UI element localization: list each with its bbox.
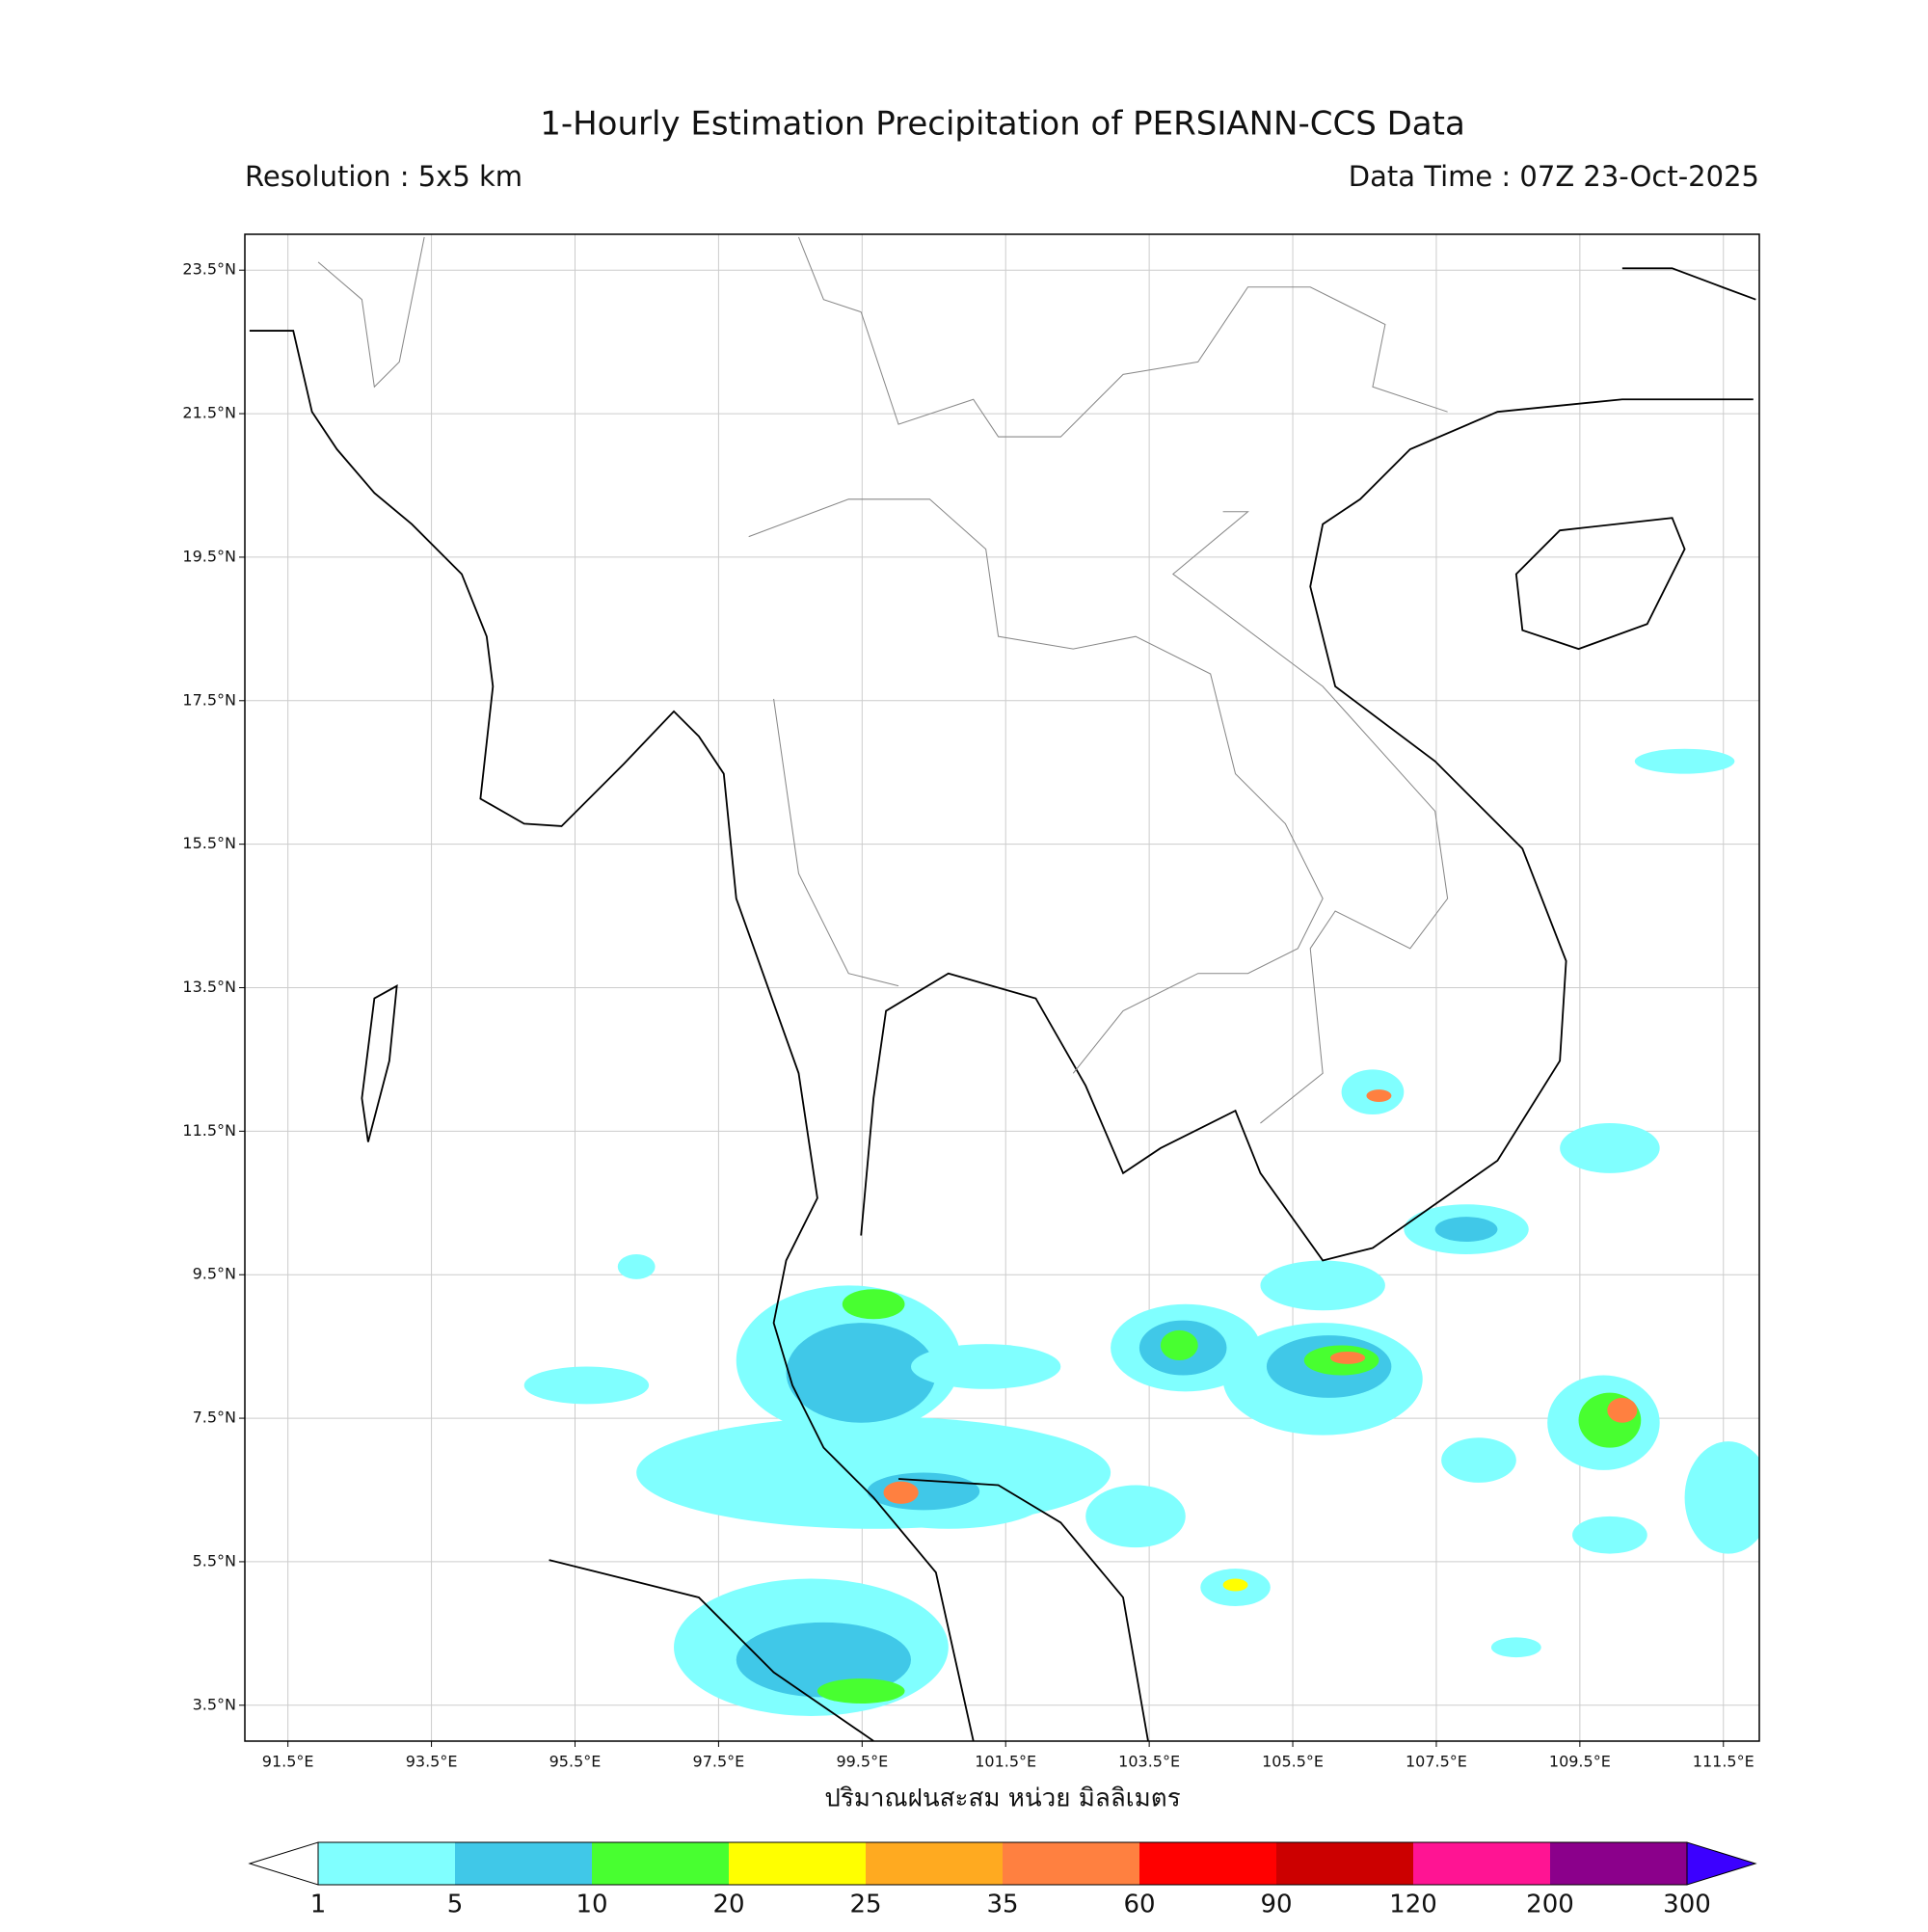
rain-area (817, 1678, 905, 1704)
colorbar-tick-label: 20 (712, 1891, 744, 1919)
rain-area (1366, 1089, 1392, 1103)
rain-area (1434, 1217, 1498, 1243)
colorbar-tick-label: 5 (447, 1891, 464, 1919)
colorbar-label: ปริมาณฝนสะสม หน่วย มิลลิเมตร (824, 1784, 1180, 1813)
rain-area (1560, 1123, 1660, 1173)
rain-area (1329, 1351, 1366, 1364)
x-tick-label: 105.5°E (1262, 1753, 1324, 1771)
rain-area (842, 1289, 905, 1320)
colorbar-segment (1413, 1842, 1551, 1885)
rain-area (883, 1481, 919, 1504)
rain-area (1490, 1637, 1541, 1658)
rain-area (1441, 1437, 1516, 1483)
colorbar-over (1686, 1841, 1757, 1886)
colorbar-tick-label: 60 (1123, 1891, 1155, 1919)
colorbar-tick-label: 90 (1260, 1891, 1292, 1919)
coastline (1621, 267, 1756, 301)
title: 1-Hourly Estimation Precipitation of PER… (540, 105, 1465, 144)
rain-area (1260, 1260, 1385, 1311)
y-tick-label: 11.5°N (182, 1121, 236, 1140)
coastline (249, 330, 975, 1741)
y-tick-label: 7.5°N (193, 1409, 236, 1427)
colorbar: 1 5 10 20 25 35 60 90 120 200 300 (248, 1841, 1757, 1919)
x-tick-label: 103.5°E (1118, 1753, 1180, 1771)
border (317, 236, 1449, 1124)
coastline (549, 1559, 874, 1741)
grid (245, 234, 1759, 1741)
y-tick-label: 23.5°N (182, 260, 236, 279)
colorbar-segment (1550, 1842, 1688, 1885)
rain-area (617, 1253, 656, 1279)
colorbar-tick-label: 120 (1389, 1891, 1437, 1919)
colorbar-tick-label: 300 (1663, 1891, 1711, 1919)
colorbar-segment (729, 1842, 867, 1885)
colorbar-tick-label: 10 (576, 1891, 607, 1919)
x-tick-label: 97.5°E (693, 1753, 745, 1771)
rain-area (1634, 748, 1735, 774)
x-tick-label: 109.5°E (1549, 1753, 1611, 1771)
rain-area (736, 1622, 911, 1698)
x-tick-label: 91.5°E (262, 1753, 314, 1771)
island (1514, 517, 1686, 651)
colorbar-tick-label: 25 (849, 1891, 881, 1919)
coastline (897, 1478, 1149, 1741)
island (361, 984, 398, 1142)
x-tick-label: 101.5°E (975, 1753, 1036, 1771)
rain-area (1160, 1329, 1198, 1361)
rain-area (910, 1344, 1061, 1389)
y-tick-label: 5.5°N (193, 1551, 236, 1570)
colorbar-segment (592, 1842, 730, 1885)
x-tick-label: 93.5°E (406, 1753, 458, 1771)
y-tick-label: 3.5°N (193, 1695, 236, 1713)
y-tick-label: 13.5°N (182, 978, 236, 996)
colorbar-tick-label: 35 (986, 1891, 1018, 1919)
rain-area (786, 1323, 936, 1423)
colorbar-segment (1003, 1842, 1140, 1885)
border (748, 498, 1324, 1074)
colorbar-tick-label: 200 (1526, 1891, 1574, 1919)
colorbar-segment (455, 1842, 593, 1885)
x-tick-label: 111.5°E (1693, 1753, 1754, 1771)
rain-area (1222, 1578, 1248, 1592)
x-tick-label: 107.5°E (1406, 1753, 1467, 1771)
rain-area (1572, 1516, 1647, 1554)
resolution: Resolution : 5x5 km (245, 160, 522, 193)
y-tick-label: 17.5°N (182, 690, 236, 709)
data-time: Data Time : 07Z 23-Oct-2025 (1349, 160, 1759, 193)
y-tick-label: 15.5°N (182, 834, 236, 852)
colorbar-segment (318, 1842, 456, 1885)
colorbar-segment (1276, 1842, 1414, 1885)
y-tick-label: 19.5°N (182, 547, 236, 565)
x-tick-label: 95.5°E (549, 1753, 602, 1771)
border (797, 236, 1448, 438)
colorbar-segment (1139, 1842, 1277, 1885)
rain-area (1684, 1441, 1759, 1554)
x-tick-label: 99.5°E (836, 1753, 888, 1771)
map-drawing (249, 236, 1759, 1741)
rain-area (523, 1366, 650, 1405)
coastline (860, 398, 1754, 1262)
colorbar-tick-label: 1 (310, 1891, 327, 1919)
map-area (249, 236, 1759, 1741)
y-tick-label: 9.5°N (193, 1265, 236, 1283)
colorbar-segment (866, 1842, 1004, 1885)
rain-area (1085, 1485, 1186, 1548)
colorbar-under (248, 1841, 319, 1886)
y-tick-label: 21.5°N (182, 404, 236, 422)
colorbar-outline (317, 1841, 1688, 1886)
rain-area (1607, 1397, 1638, 1423)
